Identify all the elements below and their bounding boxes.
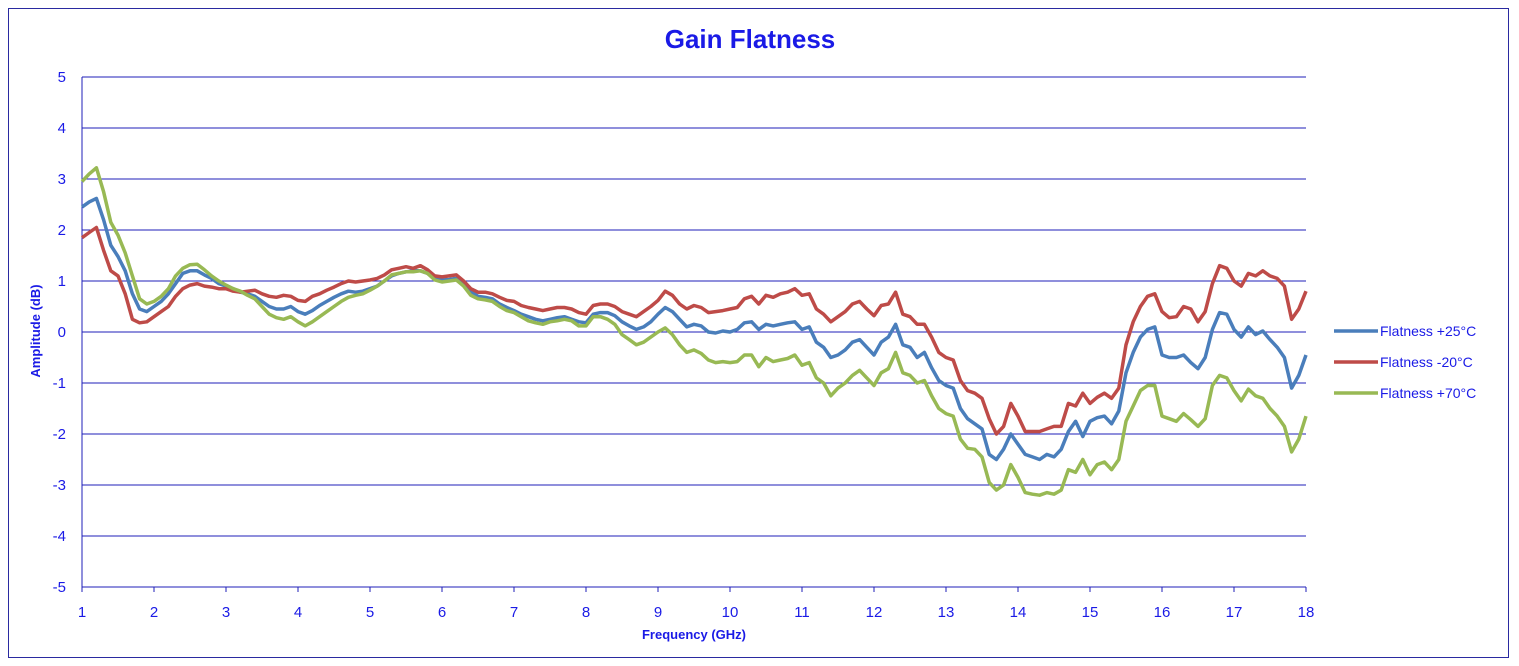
y-tick-label: -5: [53, 579, 66, 596]
x-tick-label: 10: [722, 604, 739, 621]
y-tick-label: 2: [58, 222, 66, 239]
x-tick-label: 2: [150, 604, 158, 621]
y-tick-labels: 5 4 3 2 1 0 -1 -2 -3 -4 -5: [53, 69, 66, 596]
y-tick-label: 5: [58, 69, 66, 86]
legend: Flatness +25°C Flatness -20°C Flatness +70…: [1334, 323, 1476, 401]
x-tick-label: 4: [294, 604, 302, 621]
legend-label: Flatness +25°C: [1380, 323, 1476, 339]
y-tick-label: 4: [58, 120, 66, 137]
legend-label: Flatness -20°C: [1380, 354, 1473, 370]
x-tick-label: 12: [866, 604, 883, 621]
legend-label: Flatness +70°C: [1380, 385, 1476, 401]
x-tick-label: 9: [654, 604, 662, 621]
x-tick-label: 16: [1154, 604, 1171, 621]
x-tick-label: 18: [1298, 604, 1315, 621]
x-tick-label: 1: [78, 604, 86, 621]
x-tick-label: 14: [1010, 604, 1027, 621]
y-tick-label: -3: [53, 477, 66, 494]
x-tick-label: 11: [794, 604, 810, 621]
series-line-1: [80, 196, 1308, 462]
x-tick-label: 8: [582, 604, 590, 621]
y-tick-label: -4: [53, 528, 66, 545]
y-tick-label: 3: [58, 171, 66, 188]
x-tick-label: 17: [1226, 604, 1243, 621]
series-line-3: [80, 166, 1308, 497]
x-tick-label: 5: [366, 604, 374, 621]
x-tick-label: 7: [510, 604, 518, 621]
x-tick-label: 15: [1082, 604, 1099, 621]
y-tick-label: 1: [58, 273, 66, 290]
x-tick-label: 3: [222, 604, 230, 621]
series-lines: [80, 166, 1308, 497]
x-tick-label: 13: [938, 604, 955, 621]
x-tick-label: 6: [438, 604, 446, 621]
grid-lines: [81, 76, 1307, 592]
series-line-2: [80, 225, 1308, 436]
y-axis-label: Amplitude (dB): [28, 284, 43, 377]
x-tick-labels: 1 2 3 4 5 6 7 8 9 10 11 12 13 14 15 16 17 18: [78, 604, 1315, 621]
chart-title: Gain Flatness: [665, 24, 836, 54]
y-tick-label: -1: [53, 375, 66, 392]
y-tick-label: -2: [53, 426, 66, 443]
y-tick-label: 0: [58, 324, 66, 341]
x-axis-label: Frequency (GHz): [642, 627, 746, 642]
